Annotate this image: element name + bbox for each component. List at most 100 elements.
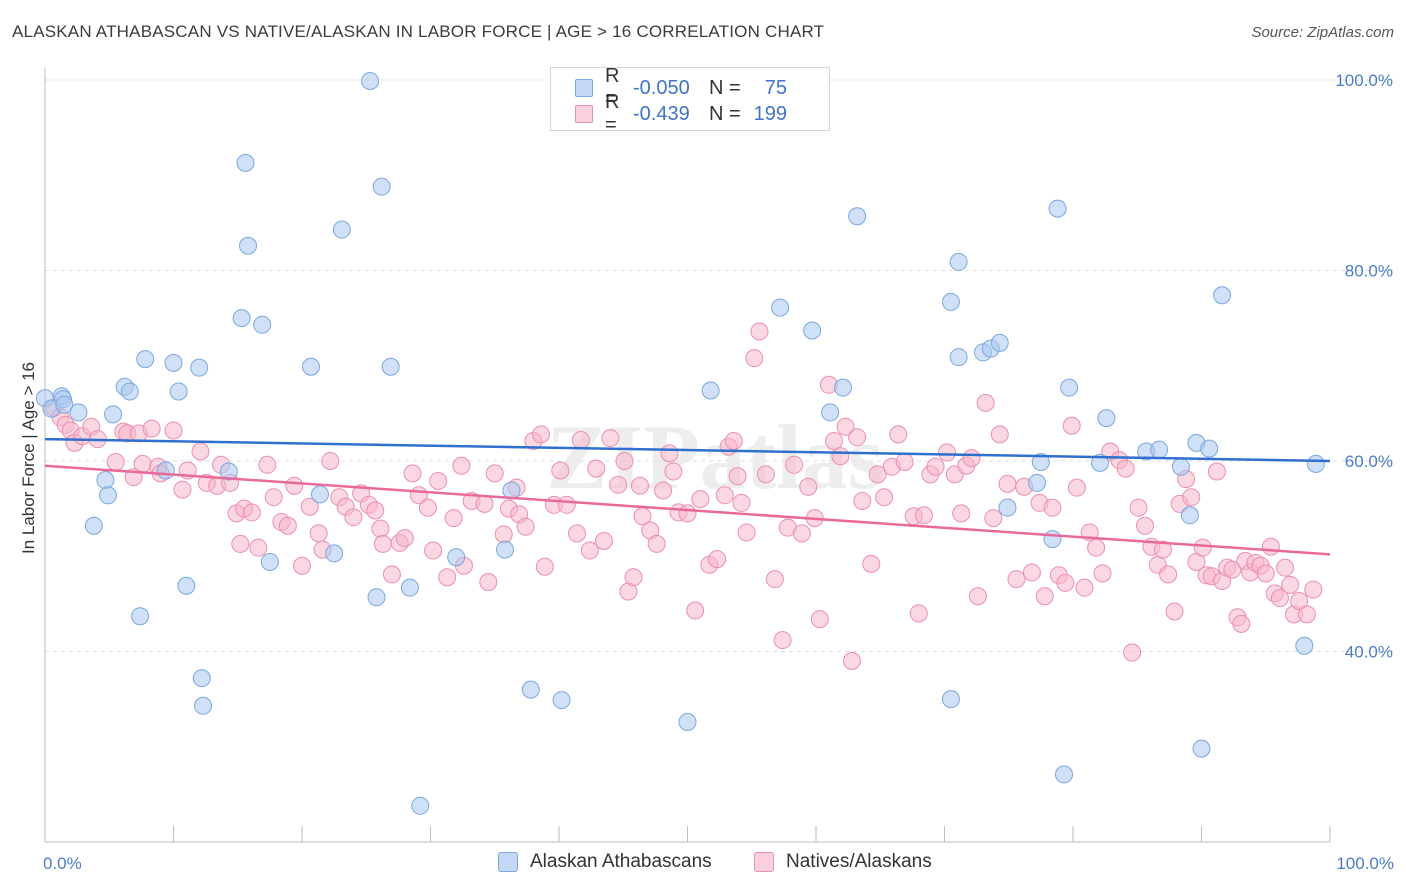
native-point-148 [1043, 498, 1062, 517]
native-point-80 [601, 429, 620, 448]
native-point-112 [799, 477, 818, 496]
athabascan-point-37 [447, 548, 466, 567]
native-point-104 [745, 349, 764, 368]
native-point-120 [848, 428, 867, 447]
native-point-116 [824, 431, 843, 450]
native-point-77 [580, 541, 599, 560]
bottom-legend-natives: Natives/Alaskans [754, 851, 932, 873]
axis-labels: 40.0% 60.0% 80.0% 100.0% 0.0% 100.0% [43, 71, 1394, 873]
native-point-34 [285, 476, 304, 495]
native-point-150 [1056, 573, 1075, 592]
athabascan-point-35 [400, 578, 419, 597]
native-point-132 [926, 457, 945, 476]
legend-swatch-blue [575, 79, 593, 97]
legend-r-value: -0.439 [633, 102, 690, 125]
native-point-97 [708, 550, 727, 569]
native-point-166 [1159, 565, 1178, 584]
native-point-76 [571, 431, 590, 450]
native-point-145 [1022, 563, 1041, 582]
source-label: Source: ZipAtlas.com [1251, 24, 1394, 41]
native-point-123 [868, 465, 887, 484]
native-point-82 [615, 452, 634, 470]
bottom-legend-swatch-blue [498, 852, 518, 872]
native-point-17 [164, 421, 183, 440]
legend-r-value: -0.050 [633, 76, 690, 99]
athabascan-point-49 [941, 690, 960, 709]
athabascan-point-52 [949, 252, 968, 271]
native-point-90 [660, 444, 679, 463]
native-point-100 [724, 431, 743, 450]
athabascan-point-26 [260, 552, 279, 571]
athabascan-point-68 [1180, 506, 1199, 525]
athabascan-point-22 [232, 309, 251, 328]
athabascan-point-25 [253, 315, 272, 334]
x-tick-label-min: 0.0% [43, 854, 82, 873]
native-point-63 [485, 464, 504, 483]
native-point-160 [1123, 643, 1142, 662]
native-point-110 [785, 455, 804, 474]
athabascan-point-56 [998, 498, 1017, 517]
athabascan-point-55 [990, 333, 1009, 352]
native-point-8 [106, 452, 125, 471]
native-point-55 [429, 472, 448, 491]
watermark: ZIPatlas [546, 406, 883, 508]
athabascan-point-17 [177, 576, 196, 595]
native-point-194 [1304, 580, 1323, 599]
native-point-47 [373, 534, 392, 553]
athabascan-point-20 [194, 696, 213, 715]
native-point-75 [567, 524, 586, 543]
native-point-153 [1075, 578, 1094, 597]
native-point-106 [756, 465, 775, 484]
native-point-140 [984, 509, 1003, 528]
athabascan-point-15 [164, 353, 183, 372]
y-tick-label-60: 60.0% [1345, 452, 1393, 471]
native-point-192 [1290, 592, 1309, 611]
native-point-151 [1062, 416, 1081, 435]
athabascan-point-46 [821, 403, 840, 422]
native-point-107 [765, 570, 784, 589]
native-point-31 [264, 488, 283, 507]
athabascan-point-74 [1306, 454, 1325, 473]
native-point-85 [630, 476, 649, 495]
native-point-94 [686, 601, 705, 620]
axes [44, 68, 1331, 843]
athabascan-point-6 [84, 516, 103, 535]
chart-title: ALASKAN ATHABASCAN VS NATIVE/ALASKAN IN … [12, 22, 825, 41]
native-point-29 [249, 538, 268, 557]
native-point-122 [862, 554, 881, 573]
athabascan-point-61 [1055, 765, 1074, 784]
native-point-161 [1129, 498, 1148, 517]
athabascan-point-50 [941, 292, 960, 311]
native-point-79 [594, 532, 613, 551]
trend-lines [44, 437, 1331, 556]
native-point-57 [444, 509, 463, 528]
native-point-101 [728, 467, 747, 486]
native-point-71 [535, 557, 554, 576]
x-tick-label-max: 100.0% [1336, 854, 1394, 873]
native-point-189 [1276, 558, 1295, 577]
native-point-155 [1087, 538, 1106, 557]
native-point-68 [516, 517, 535, 536]
native-point-130 [914, 506, 933, 525]
native-point-58 [452, 456, 471, 475]
native-point-37 [309, 524, 328, 543]
y-tick-label-100: 100.0% [1335, 71, 1393, 90]
native-point-141 [990, 425, 1009, 444]
native-point-33 [278, 516, 297, 535]
native-point-124 [875, 488, 894, 507]
native-point-91 [664, 462, 683, 481]
legend-row-natives: R = -0.439 N = 199 [575, 91, 787, 136]
native-point-114 [810, 610, 829, 629]
athabascan-point-51 [949, 348, 968, 367]
athabascan-point-72 [1213, 286, 1232, 305]
native-point-135 [952, 504, 971, 523]
legend-n-value: 75 [764, 76, 787, 99]
legend-row-athabascan: R = -0.050 N = 75 [575, 65, 787, 110]
legend-swatch-pink [575, 105, 593, 123]
native-point-102 [732, 493, 751, 512]
native-point-36 [300, 497, 319, 516]
native-point-74 [557, 495, 576, 514]
athabascan-point-29 [325, 544, 344, 563]
athabascan-point-30 [332, 220, 351, 239]
